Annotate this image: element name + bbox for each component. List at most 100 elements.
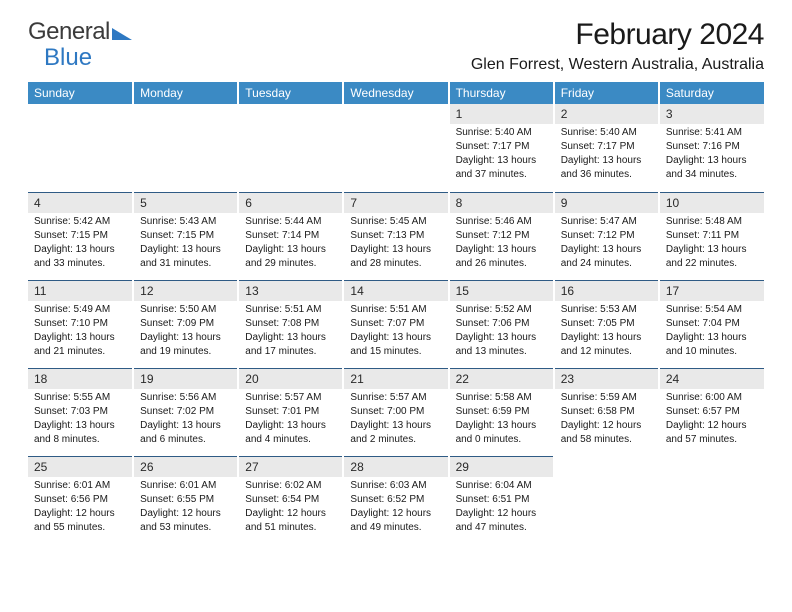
day-number: 2 — [555, 104, 658, 124]
day-details: Sunrise: 5:54 AMSunset: 7:04 PMDaylight:… — [660, 301, 764, 363]
day-detail-line: Sunset: 7:12 PM — [561, 229, 652, 243]
day-number: 23 — [555, 368, 658, 389]
day-detail-line: Daylight: 12 hours and 49 minutes. — [350, 507, 441, 535]
header: General February 2024 Glen Forrest, West… — [28, 18, 764, 74]
day-number: 25 — [28, 456, 132, 477]
calendar-day-cell: 1Sunrise: 5:40 AMSunset: 7:17 PMDaylight… — [449, 104, 554, 192]
day-detail-line: Daylight: 12 hours and 51 minutes. — [245, 507, 336, 535]
day-detail-line: Sunset: 6:57 PM — [666, 405, 758, 419]
day-detail-line: Sunrise: 5:55 AM — [34, 391, 126, 405]
month-title: February 2024 — [471, 18, 764, 52]
day-header: Monday — [133, 82, 238, 104]
day-details: Sunrise: 5:57 AMSunset: 7:01 PMDaylight:… — [239, 389, 342, 451]
day-detail-line: Daylight: 13 hours and 17 minutes. — [245, 331, 336, 359]
day-number: 28 — [344, 456, 447, 477]
day-detail-line: Daylight: 13 hours and 36 minutes. — [561, 154, 652, 182]
day-number: 19 — [134, 368, 237, 389]
calendar-day-cell: 21Sunrise: 5:57 AMSunset: 7:00 PMDayligh… — [343, 368, 448, 456]
day-detail-line: Daylight: 13 hours and 31 minutes. — [140, 243, 231, 271]
day-detail-line: Daylight: 13 hours and 12 minutes. — [561, 331, 652, 359]
day-details: Sunrise: 5:51 AMSunset: 7:08 PMDaylight:… — [239, 301, 342, 363]
day-detail-line: Sunset: 7:15 PM — [34, 229, 126, 243]
day-detail-line: Sunset: 7:09 PM — [140, 317, 231, 331]
day-detail-line: Sunset: 6:59 PM — [456, 405, 547, 419]
day-detail-line: Daylight: 13 hours and 34 minutes. — [666, 154, 758, 182]
day-detail-line: Sunrise: 6:01 AM — [34, 479, 126, 493]
calendar-day-cell: 9Sunrise: 5:47 AMSunset: 7:12 PMDaylight… — [554, 192, 659, 280]
calendar-day-cell — [238, 104, 343, 192]
calendar-day-cell — [133, 104, 238, 192]
day-detail-line: Sunset: 6:52 PM — [350, 493, 441, 507]
day-number: 24 — [660, 368, 764, 389]
calendar-day-cell: 24 Sunrise: 6:00 AMSunset: 6:57 PMDayligh… — [659, 368, 764, 456]
day-details: Sunrise: 5:42 AMSunset: 7:15 PMDaylight:… — [28, 213, 132, 275]
day-detail-line: Sunrise: 5:50 AM — [140, 303, 231, 317]
day-detail-line: Sunset: 7:06 PM — [456, 317, 547, 331]
day-detail-line: Daylight: 13 hours and 10 minutes. — [666, 331, 758, 359]
day-number: 27 — [239, 456, 342, 477]
day-detail-line: Daylight: 13 hours and 4 minutes. — [245, 419, 336, 447]
calendar-day-cell: 26Sunrise: 6:01 AMSunset: 6:55 PMDayligh… — [133, 456, 238, 544]
day-detail-line: Sunrise: 5:48 AM — [666, 215, 758, 229]
day-detail-line: Sunrise: 5:51 AM — [350, 303, 441, 317]
calendar-day-cell: 16Sunrise: 5:53 AMSunset: 7:05 PMDayligh… — [554, 280, 659, 368]
day-number: 8 — [450, 192, 553, 213]
calendar-day-cell — [659, 456, 764, 544]
day-details: Sunrise: 5:55 AMSunset: 7:03 PMDaylight:… — [28, 389, 132, 451]
day-detail-line: Daylight: 13 hours and 29 minutes. — [245, 243, 336, 271]
day-detail-line: Sunset: 6:58 PM — [561, 405, 652, 419]
day-detail-line: Sunset: 7:12 PM — [456, 229, 547, 243]
calendar-day-cell: 25Sunrise: 6:01 AMSunset: 6:56 PMDayligh… — [28, 456, 133, 544]
day-detail-line: Sunrise: 5:49 AM — [34, 303, 126, 317]
day-detail-line: Sunset: 7:13 PM — [350, 229, 441, 243]
calendar-day-cell: 7Sunrise: 5:45 AMSunset: 7:13 PMDaylight… — [343, 192, 448, 280]
location-subtitle: Glen Forrest, Western Australia, Austral… — [471, 56, 764, 74]
day-detail-line: Sunset: 7:02 PM — [140, 405, 231, 419]
calendar-day-cell — [28, 104, 133, 192]
day-detail-line: Daylight: 12 hours and 57 minutes. — [666, 419, 758, 447]
calendar-week-row: 1Sunrise: 5:40 AMSunset: 7:17 PMDaylight… — [28, 104, 764, 192]
calendar-day-cell: 27Sunrise: 6:02 AMSunset: 6:54 PMDayligh… — [238, 456, 343, 544]
day-number: 5 — [134, 192, 237, 213]
calendar-day-cell: 14Sunrise: 5:51 AMSunset: 7:07 PMDayligh… — [343, 280, 448, 368]
brand-triangle-icon — [112, 24, 132, 40]
calendar-day-cell: 18Sunrise: 5:55 AMSunset: 7:03 PMDayligh… — [28, 368, 133, 456]
calendar-day-cell: 29Sunrise: 6:04 AMSunset: 6:51 PMDayligh… — [449, 456, 554, 544]
calendar-week-row: 25Sunrise: 6:01 AMSunset: 6:56 PMDayligh… — [28, 456, 764, 544]
day-header: Wednesday — [343, 82, 448, 104]
day-detail-line: Sunrise: 6:02 AM — [245, 479, 336, 493]
day-details: Sunrise: 5:40 AMSunset: 7:17 PMDaylight:… — [450, 124, 553, 186]
day-number: 7 — [344, 192, 447, 213]
day-number: 21 — [344, 368, 447, 389]
day-header: Saturday — [659, 82, 764, 104]
day-detail-line: Daylight: 13 hours and 24 minutes. — [561, 243, 652, 271]
day-detail-line: Daylight: 13 hours and 22 minutes. — [666, 243, 758, 271]
day-details: Sunrise: 5:53 AMSunset: 7:05 PMDaylight:… — [555, 301, 658, 363]
day-details: Sunrise: 5:44 AMSunset: 7:14 PMDaylight:… — [239, 213, 342, 275]
day-detail-line: Sunrise: 6:04 AM — [456, 479, 547, 493]
day-detail-line: Sunrise: 5:46 AM — [456, 215, 547, 229]
day-header: Sunday — [28, 82, 133, 104]
calendar-day-cell: 28Sunrise: 6:03 AMSunset: 6:52 PMDayligh… — [343, 456, 448, 544]
day-detail-line: Sunrise: 5:44 AM — [245, 215, 336, 229]
brand-part1: General — [28, 18, 110, 46]
day-detail-line: Sunrise: 5:53 AM — [561, 303, 652, 317]
day-detail-line: Daylight: 13 hours and 6 minutes. — [140, 419, 231, 447]
day-details: Sunrise: 5:46 AMSunset: 7:12 PMDaylight:… — [450, 213, 553, 275]
day-detail-line: Sunset: 7:17 PM — [456, 140, 547, 154]
day-detail-line: Sunset: 7:14 PM — [245, 229, 336, 243]
day-detail-line: Sunset: 7:05 PM — [561, 317, 652, 331]
day-detail-line: Sunrise: 5:42 AM — [34, 215, 126, 229]
day-detail-line: Daylight: 13 hours and 13 minutes. — [456, 331, 547, 359]
day-details: Sunrise: 5:45 AMSunset: 7:13 PMDaylight:… — [344, 213, 447, 275]
day-details: Sunrise: 5:52 AMSunset: 7:06 PMDaylight:… — [450, 301, 553, 363]
day-details: Sunrise: 5:51 AMSunset: 7:07 PMDaylight:… — [344, 301, 447, 363]
day-number: 4 — [28, 192, 132, 213]
calendar-day-cell: 23Sunrise: 5:59 AMSunset: 6:58 PMDayligh… — [554, 368, 659, 456]
day-number: 16 — [555, 280, 658, 301]
day-detail-line: Sunrise: 6:00 AM — [666, 391, 758, 405]
day-detail-line: Daylight: 13 hours and 26 minutes. — [456, 243, 547, 271]
calendar-grid: Sunday Monday Tuesday Wednesday Thursday… — [28, 82, 764, 544]
day-detail-line: Sunset: 7:04 PM — [666, 317, 758, 331]
day-details: Sunrise: 6:02 AMSunset: 6:54 PMDaylight:… — [239, 477, 342, 539]
